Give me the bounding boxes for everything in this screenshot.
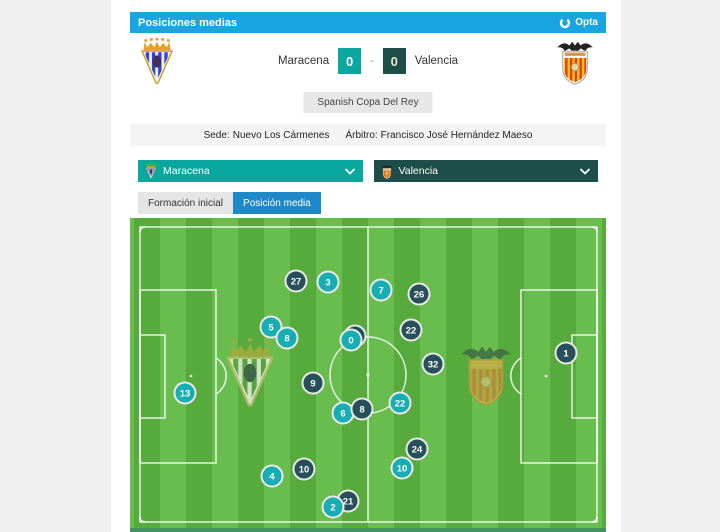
player-dot[interactable]: 32 xyxy=(421,352,445,376)
home-score: 0 xyxy=(338,48,362,74)
valencia-crest-icon xyxy=(381,164,393,179)
player-number: 13 xyxy=(180,389,191,400)
player-dot[interactable]: 7 xyxy=(369,278,393,302)
page-title: Posiciones medias xyxy=(138,16,238,29)
player-number: 5 xyxy=(268,323,274,334)
player-dot[interactable]: 22 xyxy=(388,391,412,415)
widget-header: Posiciones medias Opta xyxy=(130,12,606,33)
score-line: Maracena 0 - 0 Valencia xyxy=(130,48,606,74)
player-number: 0 xyxy=(348,336,353,347)
player-number: 21 xyxy=(343,497,354,508)
player-dot[interactable]: 8 xyxy=(275,326,299,350)
team-selector-row: Maracena Valencia xyxy=(138,160,598,182)
player-number: 32 xyxy=(428,360,439,371)
player-number: 6 xyxy=(340,409,345,420)
maracena-crest-icon xyxy=(145,164,157,179)
player-dot[interactable]: 4 xyxy=(260,464,284,488)
player-dot[interactable]: 13 xyxy=(173,381,197,405)
player-dot[interactable]: 2 xyxy=(321,495,345,519)
opta-icon xyxy=(560,17,571,28)
tab-formacion-inicial[interactable]: Formación inicial xyxy=(138,192,234,214)
player-dot[interactable]: 1 xyxy=(554,341,578,365)
score-section: Maracena 0 - 0 Valencia Spanish Copa Del… xyxy=(130,33,606,124)
competition-badge: Spanish Copa Del Rey xyxy=(303,92,433,113)
player-dot[interactable]: 26 xyxy=(407,282,431,306)
opta-label: Opta xyxy=(575,17,598,28)
player-number: 7 xyxy=(378,286,383,297)
player-number: 22 xyxy=(395,399,406,410)
player-number: 27 xyxy=(291,277,302,288)
view-tabs: Formación inicial Posición media xyxy=(138,192,598,214)
player-dot[interactable]: 9 xyxy=(301,371,325,395)
player-dot[interactable]: 5 xyxy=(259,315,283,339)
pitch-spots xyxy=(189,373,548,378)
match-meta-band: Sede: Nuevo Los Cármenes Árbitro: Francisc… xyxy=(130,124,606,146)
player-number: 10 xyxy=(299,465,310,476)
player-number: 26 xyxy=(414,290,425,301)
player-number: 4 xyxy=(269,472,275,483)
player-number: 8 xyxy=(359,405,364,416)
venue-value: Nuevo Los Cármenes xyxy=(232,129,330,141)
player-number: 24 xyxy=(412,445,423,456)
player-dot[interactable]: 10 xyxy=(390,456,414,480)
player-dot[interactable]: 22 xyxy=(399,318,423,342)
home-team-name: Maracena xyxy=(277,55,330,67)
player-dot[interactable]: 27 xyxy=(284,269,308,293)
player-number: 22 xyxy=(406,326,417,337)
venue-text: Sede: Nuevo Los Cármenes xyxy=(204,130,330,141)
referee-label: Árbitro: xyxy=(345,129,378,141)
player-dot[interactable]: 24 xyxy=(405,437,429,461)
team-selector-home[interactable]: Maracena xyxy=(138,160,363,182)
chevron-down-icon xyxy=(344,167,356,175)
opta-widget: Posiciones medias Opta Maracena 0 - 0 Va… xyxy=(108,12,628,532)
player-number: 9 xyxy=(310,379,315,390)
player-dot[interactable]: 0 xyxy=(339,328,363,352)
opta-logo[interactable]: Opta xyxy=(559,17,598,29)
player-number: 2 xyxy=(330,503,335,514)
team-selector-away[interactable]: Valencia xyxy=(373,160,598,182)
player-number: 8 xyxy=(284,334,289,345)
average-positions-pitch: 27 26 22 32 1 9 24 10 21 3 7 5 8 0 13 22 6 8 4 10 2 xyxy=(108,218,628,532)
player-dot[interactable]: 3 xyxy=(316,270,340,294)
player-dot[interactable]: 6 xyxy=(331,401,355,425)
team-selector-away-label: Valencia xyxy=(398,165,439,177)
venue-label: Sede: xyxy=(203,129,230,141)
away-score: 0 xyxy=(382,48,406,74)
tab-posicion-media[interactable]: Posición media xyxy=(233,192,321,214)
referee-value: Francisco José Hernández Maeso xyxy=(380,129,533,141)
player-number: 10 xyxy=(397,464,408,475)
player-number: 1 xyxy=(563,349,569,360)
referee-text: Árbitro: Francisco José Hernández Maeso xyxy=(345,130,532,141)
player-dot[interactable]: 8 xyxy=(350,397,374,421)
player-number: 3 xyxy=(325,278,330,289)
away-team-name: Valencia xyxy=(414,55,459,67)
chevron-down-icon xyxy=(579,167,591,175)
player-dot[interactable]: 10 xyxy=(292,457,316,481)
score-separator: - xyxy=(370,55,374,67)
team-selector-home-label: Maracena xyxy=(163,165,210,177)
bottom-strip xyxy=(130,528,606,532)
